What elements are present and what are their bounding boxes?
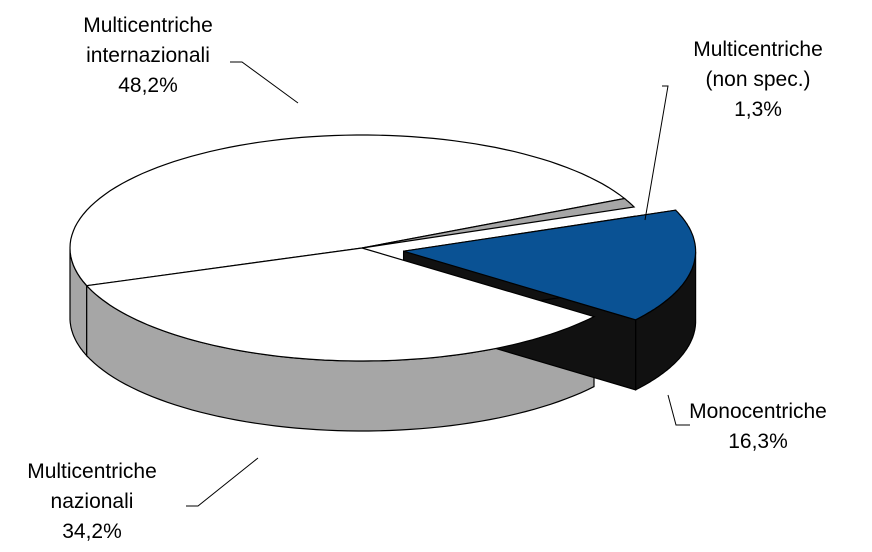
leader-lines [186,61,690,507]
slice-name-label-0: internazionali [86,44,210,67]
slice-name-label-3: Multicentriche [27,460,157,483]
slice-label-3: Multicentriche nazionali 34,2% [27,460,157,543]
slice-name-label-1: (non spec.) [705,68,810,91]
leader-line-2 [667,394,690,426]
slice-2 [403,209,697,321]
slice-value-label-1: 1,3% [734,98,782,121]
slice-name-label-1: Multicentriche [693,38,823,61]
slice-name-label-2: Monocentriche [689,400,827,423]
slice-value-label-2: 16,3% [728,430,788,453]
slice-value-label-3: 34,2% [62,520,122,543]
slice-value-label-0: 48,2% [118,74,178,97]
pie-tops [69,134,697,362]
slice-name-label-0: Multicentriche [83,14,213,37]
slice-name-label-3: nazionali [51,490,134,513]
slice-0 [69,134,626,287]
leader-line-3 [186,457,259,507]
slice-3 [85,247,596,362]
slice-1 [361,197,636,249]
slice-label-1: Multicentriche (non spec.) 1,3% [693,38,823,121]
leader-line-0 [230,61,299,104]
slice-label-2: Monocentriche 16,3% [689,400,827,453]
slice-label-0: Multicentriche internazionali 48,2% [83,14,213,97]
slice-labels: Multicentriche internazionali 48,2%Multice… [27,14,827,543]
leader-line-1 [644,85,669,221]
